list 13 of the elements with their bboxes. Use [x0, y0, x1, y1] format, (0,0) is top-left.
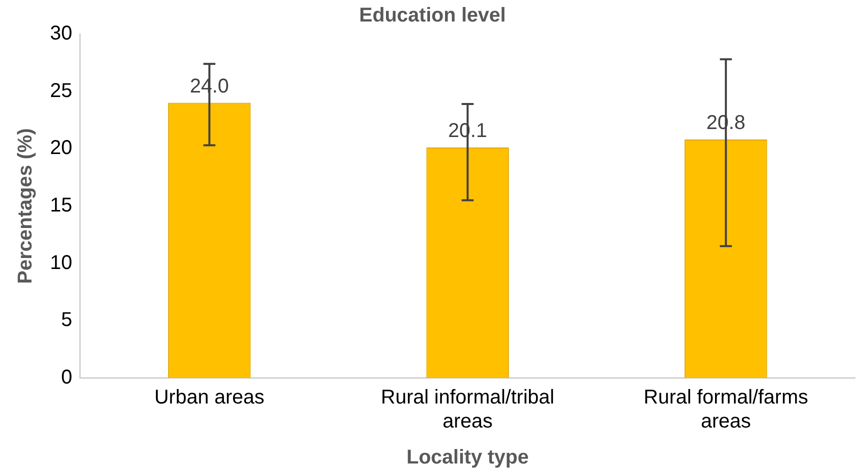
- y-tick-label: 25: [50, 80, 72, 102]
- x-tick-label: Rural formal/farms areas: [644, 386, 808, 433]
- x-tick-label: Rural informal/tribal areas: [380, 386, 554, 433]
- y-tick-label: 15: [50, 194, 72, 217]
- y-tick-label: 5: [61, 309, 72, 332]
- chart-title: Education level: [359, 4, 506, 27]
- y-tick-label: 20: [50, 137, 72, 160]
- y-axis-title: Percentages (%): [14, 128, 37, 284]
- y-tick-label: 10: [50, 252, 72, 274]
- x-axis-title: Locality type: [406, 446, 529, 469]
- x-tick-label: Urban areas: [154, 386, 264, 409]
- y-tick-label: 30: [50, 22, 72, 45]
- y-tick-label: 0: [61, 366, 72, 389]
